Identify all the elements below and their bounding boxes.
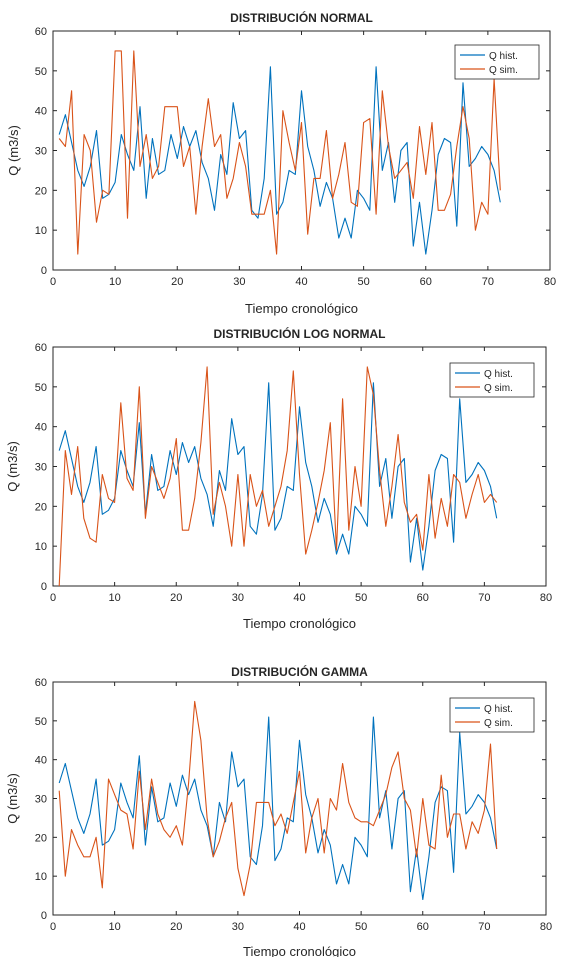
x-tick-label: 70 xyxy=(478,921,490,933)
x-tick-label: 0 xyxy=(50,592,56,604)
x-tick-label: 0 xyxy=(50,921,56,933)
x-tick-label: 50 xyxy=(355,921,367,933)
x-tick-label: 30 xyxy=(232,592,244,604)
y-tick-label: 20 xyxy=(35,832,47,844)
y-axis-label: Q (m3/s) xyxy=(5,773,20,824)
y-tick-label: 40 xyxy=(35,755,47,767)
y-tick-label: 0 xyxy=(41,581,47,593)
legend-label-series-q-sim: Q sim. xyxy=(484,718,513,729)
x-axis-label: Tiempo cronológico xyxy=(243,616,356,631)
legend: Q hist. Q sim. xyxy=(454,44,540,80)
y-axis-label: Q (m3/s) xyxy=(6,125,21,176)
series-q-sim-line xyxy=(58,366,498,587)
legend-label-series-q-sim: Q sim. xyxy=(484,383,513,394)
x-tick-label: 50 xyxy=(358,276,370,288)
x-tick-label: 20 xyxy=(170,592,182,604)
series-q-sim-line xyxy=(58,700,498,897)
legend: Q hist. Q sim. xyxy=(449,697,535,733)
y-tick-label: 20 xyxy=(35,185,47,197)
x-tick-label: 30 xyxy=(233,276,245,288)
series-q-hist-line xyxy=(58,716,498,901)
y-tick-label: 60 xyxy=(35,26,47,38)
y-tick-label: 60 xyxy=(35,342,47,354)
y-axis-label: Q (m3/s) xyxy=(5,441,20,492)
x-tick-label: 50 xyxy=(355,592,367,604)
x-tick-label: 10 xyxy=(109,592,121,604)
x-tick-label: 40 xyxy=(293,592,305,604)
legend: Q hist. Q sim. xyxy=(449,362,535,398)
x-tick-label: 60 xyxy=(417,921,429,933)
legend-box xyxy=(449,362,535,398)
y-tick-label: 10 xyxy=(35,871,47,883)
x-tick-label: 80 xyxy=(540,921,552,933)
y-tick-label: 0 xyxy=(41,265,47,277)
chart-title: DISTRIBUCIÓN NORMAL xyxy=(230,10,373,25)
legend-box xyxy=(454,44,540,80)
y-tick-label: 30 xyxy=(35,146,47,158)
series-q-hist-line xyxy=(58,66,501,255)
x-tick-label: 40 xyxy=(295,276,307,288)
y-tick-label: 10 xyxy=(35,225,47,237)
x-tick-label: 80 xyxy=(544,276,556,288)
y-tick-label: 30 xyxy=(35,794,47,806)
series-q-sim-line xyxy=(58,50,501,255)
y-tick-label: 40 xyxy=(35,106,47,118)
x-tick-label: 10 xyxy=(109,921,121,933)
x-tick-label: 70 xyxy=(482,276,494,288)
series-q-hist-line xyxy=(58,382,498,571)
chart-title: DISTRIBUCIÓN GAMMA xyxy=(231,664,368,679)
legend-label-series-q-sim: Q sim. xyxy=(489,65,518,76)
x-tick-label: 30 xyxy=(232,921,244,933)
y-tick-label: 0 xyxy=(41,910,47,922)
y-tick-label: 20 xyxy=(35,501,47,513)
legend-label-series-q-hist: Q hist. xyxy=(484,704,513,715)
legend-label-series-q-hist: Q hist. xyxy=(489,51,518,62)
y-tick-label: 50 xyxy=(35,716,47,728)
y-tick-label: 50 xyxy=(35,382,47,394)
y-tick-label: 30 xyxy=(35,462,47,474)
chart-gamma: DISTRIBUCIÓN GAMMA 0 10 20 30 40 50 60 70 80 0 10 20… xyxy=(5,664,552,957)
chart-log-normal: DISTRIBUCIÓN LOG NORMAL 0 10 20 30 40 50 60 70 80… xyxy=(5,326,552,631)
x-tick-label: 70 xyxy=(478,592,490,604)
x-tick-label: 60 xyxy=(417,592,429,604)
x-tick-label: 20 xyxy=(171,276,183,288)
chart-normal: DISTRIBUCIÓN NORMAL 0 10 20 30 40 50 60 70 80 0 10 2… xyxy=(6,10,556,316)
x-axis-label: Tiempo cronológico xyxy=(245,301,358,316)
x-tick-label: 80 xyxy=(540,592,552,604)
y-tick-label: 10 xyxy=(35,541,47,553)
y-tick-label: 50 xyxy=(35,66,47,78)
x-tick-label: 20 xyxy=(170,921,182,933)
x-tick-label: 60 xyxy=(420,276,432,288)
x-tick-label: 10 xyxy=(109,276,121,288)
x-tick-label: 0 xyxy=(50,276,56,288)
legend-label-series-q-hist: Q hist. xyxy=(484,369,513,380)
y-tick-label: 40 xyxy=(35,422,47,434)
y-tick-label: 60 xyxy=(35,677,47,689)
x-axis-label: Tiempo cronológico xyxy=(243,944,356,957)
x-tick-label: 40 xyxy=(293,921,305,933)
chart-title: DISTRIBUCIÓN LOG NORMAL xyxy=(214,326,386,341)
legend-box xyxy=(449,697,535,733)
